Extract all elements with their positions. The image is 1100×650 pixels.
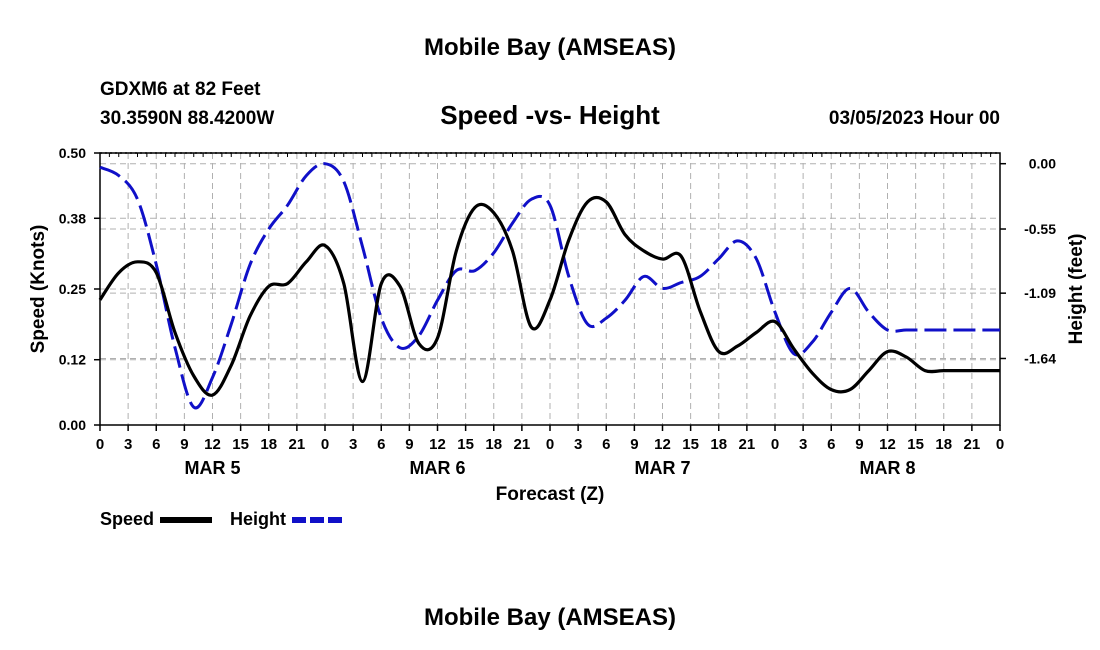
- x-tick-label: 0: [771, 436, 779, 453]
- x-tick-label: 15: [457, 436, 474, 453]
- x-tick-label: 3: [574, 436, 582, 453]
- y2-axis-ticks: 0.00 -0.55 -1.09 -1.64: [1000, 156, 1056, 366]
- x-tick-label: 9: [180, 436, 188, 453]
- day-label: MAR 8: [859, 458, 915, 478]
- x-tick-label: 12: [204, 436, 221, 453]
- day-labels: MAR 5 MAR 6 MAR 7 MAR 8: [184, 458, 915, 478]
- x-tick-label: 12: [429, 436, 446, 453]
- station-label: GDXM6 at 82 Feet: [100, 79, 261, 100]
- legend-height-label: Height: [230, 509, 286, 529]
- x-tick-label: 0: [321, 436, 329, 453]
- y-tick-label: 0.00: [59, 417, 86, 433]
- x-tick-label: 6: [152, 436, 160, 453]
- y-tick-label: 0.12: [59, 352, 86, 368]
- x-tick-label: 6: [827, 436, 835, 453]
- legend-speed-label: Speed: [100, 509, 154, 529]
- x-tick-label: 9: [405, 436, 413, 453]
- forecast-date-label: 03/05/2023 Hour 00: [829, 108, 1000, 129]
- x-tick-label: 3: [349, 436, 357, 453]
- x-tick-label: 21: [964, 436, 981, 453]
- x-tick-label: 0: [546, 436, 554, 453]
- height-series-line: [99, 162, 1000, 410]
- x-tick-label: 0: [996, 436, 1004, 453]
- x-tick-label: 18: [710, 436, 727, 453]
- x-tick-label: 15: [232, 436, 249, 453]
- y-axis-ticks: 0.50 0.38 0.25 0.12 0.00: [59, 145, 100, 433]
- y2-axis-label: Height (feet): [1066, 234, 1087, 345]
- x-tick-label: 6: [602, 436, 610, 453]
- footer-title: Mobile Bay (AMSEAS): [424, 604, 676, 631]
- y2-tick-label: 0.00: [1029, 156, 1056, 172]
- x-tick-label: 15: [682, 436, 699, 453]
- x-tick-label: 3: [799, 436, 807, 453]
- x-tick-label: 18: [485, 436, 502, 453]
- plot-grid: [99, 152, 1001, 426]
- y2-tick-label: -1.09: [1024, 285, 1056, 301]
- chart-title: Mobile Bay (AMSEAS): [424, 34, 676, 61]
- x-tick-label: 9: [630, 436, 638, 453]
- day-label: MAR 5: [184, 458, 240, 478]
- x-tick-label: 21: [289, 436, 306, 453]
- day-label: MAR 7: [634, 458, 690, 478]
- x-tick-label: 6: [377, 436, 385, 453]
- y-axis-label: Speed (Knots): [28, 225, 49, 354]
- y2-tick-label: -0.55: [1024, 221, 1056, 237]
- speed-series-line: [98, 195, 1000, 397]
- x-axis-ticks: 0 3 6 9 12 15 18 21 0 3 6 9 12 15 18 21 0 3 6 9 12 15 18 21 0 3 6 9…: [96, 153, 1004, 453]
- y2-tick-label: -1.64: [1024, 350, 1056, 366]
- x-tick-label: 18: [935, 436, 952, 453]
- x-tick-label: 12: [654, 436, 671, 453]
- x-tick-label: 3: [124, 436, 132, 453]
- x-tick-label: 12: [879, 436, 896, 453]
- x-tick-label: 0: [96, 436, 104, 453]
- legend: Speed Height: [100, 509, 344, 529]
- chart-subtitle: Speed -vs- Height: [440, 100, 660, 130]
- coordinates-label: 30.3590N 88.4200W: [100, 108, 274, 129]
- x-tick-label: 21: [514, 436, 531, 453]
- x-tick-label: 15: [907, 436, 924, 453]
- x-axis-label: Forecast (Z): [496, 484, 605, 505]
- y-tick-label: 0.50: [59, 145, 86, 161]
- x-tick-label: 18: [260, 436, 277, 453]
- y-tick-label: 0.25: [59, 281, 86, 297]
- x-tick-label: 21: [739, 436, 756, 453]
- y-tick-label: 0.38: [59, 210, 86, 226]
- day-label: MAR 6: [409, 458, 465, 478]
- x-tick-label: 9: [855, 436, 863, 453]
